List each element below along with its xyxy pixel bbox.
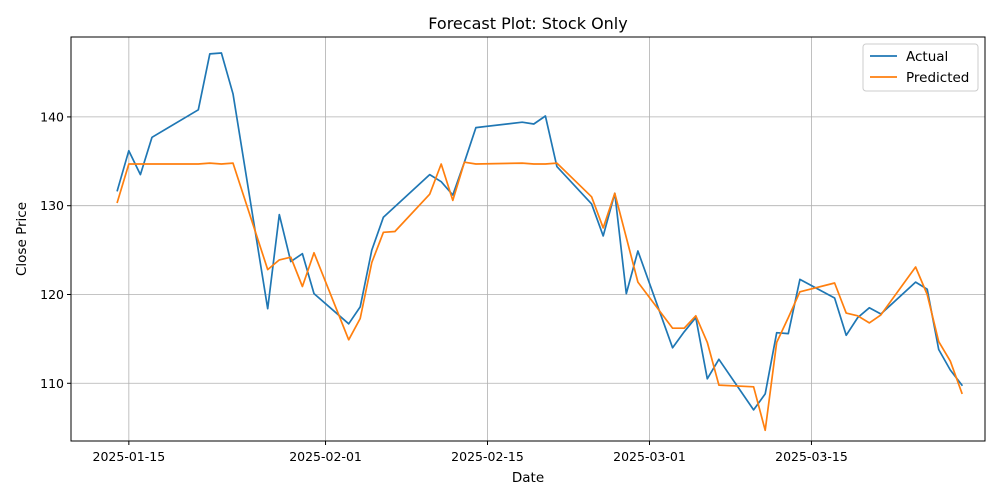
y-axis-label: Close Price — [14, 202, 30, 276]
legend-label-predicted: Predicted — [906, 70, 969, 86]
legend: Actual Predicted — [862, 43, 979, 92]
x-axis-label: Date — [512, 470, 544, 486]
x-tick-label: 2025-02-01 — [289, 449, 362, 464]
x-tick-label: 2025-02-15 — [451, 449, 524, 464]
grid-lines — [71, 37, 985, 441]
y-tick-label: 130 — [40, 198, 64, 213]
y-tick-label: 110 — [40, 376, 64, 391]
legend-label-actual: Actual — [906, 49, 948, 65]
series-line-actual — [116, 52, 964, 411]
x-tick-label: 2025-01-15 — [93, 449, 166, 464]
y-tick-label: 140 — [40, 109, 64, 124]
y-tick-label: 120 — [40, 287, 64, 302]
x-tick-label: 2025-03-01 — [613, 449, 686, 464]
x-axis-ticks: 2025-01-15 2025-02-01 2025-02-15 2025-03-01… — [93, 441, 848, 464]
series-line-predicted — [116, 161, 963, 432]
series-lines — [116, 52, 964, 432]
x-tick-label: 2025-03-15 — [775, 449, 848, 464]
y-axis-ticks: 110 120 130 140 — [40, 109, 71, 391]
chart-title: Forecast Plot: Stock Only — [428, 14, 627, 33]
plot-frame — [70, 36, 986, 442]
